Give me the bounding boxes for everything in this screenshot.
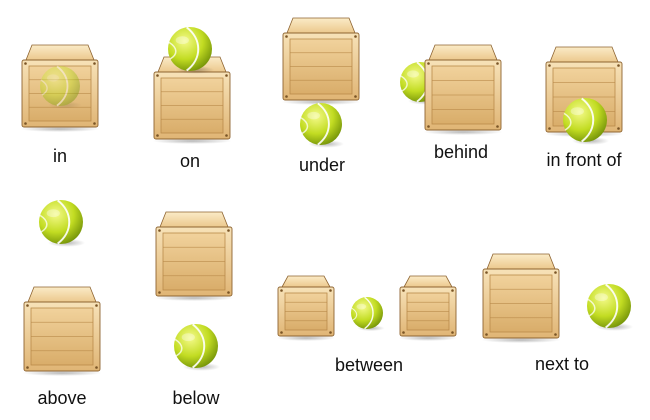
tennis-ball-between <box>351 296 385 332</box>
label-under: under <box>298 155 346 175</box>
tennis-ball-next-to <box>587 283 634 331</box>
crate-behind <box>423 44 503 135</box>
label-in: in <box>52 146 68 166</box>
tennis-ball-above <box>39 199 86 247</box>
label-below: below <box>172 388 220 408</box>
label-in-front-of: in front of <box>546 150 622 170</box>
label-behind: behind <box>433 142 489 162</box>
crate-between-left <box>276 275 336 341</box>
label-on: on <box>179 151 201 171</box>
crate-below <box>154 211 234 301</box>
label-between: between <box>334 355 404 375</box>
tennis-ball-on <box>168 26 215 74</box>
crate-next-to <box>481 253 561 343</box>
tennis-ball-in-front-of <box>563 97 610 145</box>
crate-between-right <box>398 275 458 341</box>
tennis-ball-in <box>40 65 82 109</box>
tennis-ball-under <box>300 102 345 148</box>
label-above: above <box>37 388 87 408</box>
tennis-ball-below <box>174 323 221 371</box>
crate-under <box>281 17 361 105</box>
label-next-to: next to <box>534 354 590 374</box>
crate-above <box>22 286 102 376</box>
